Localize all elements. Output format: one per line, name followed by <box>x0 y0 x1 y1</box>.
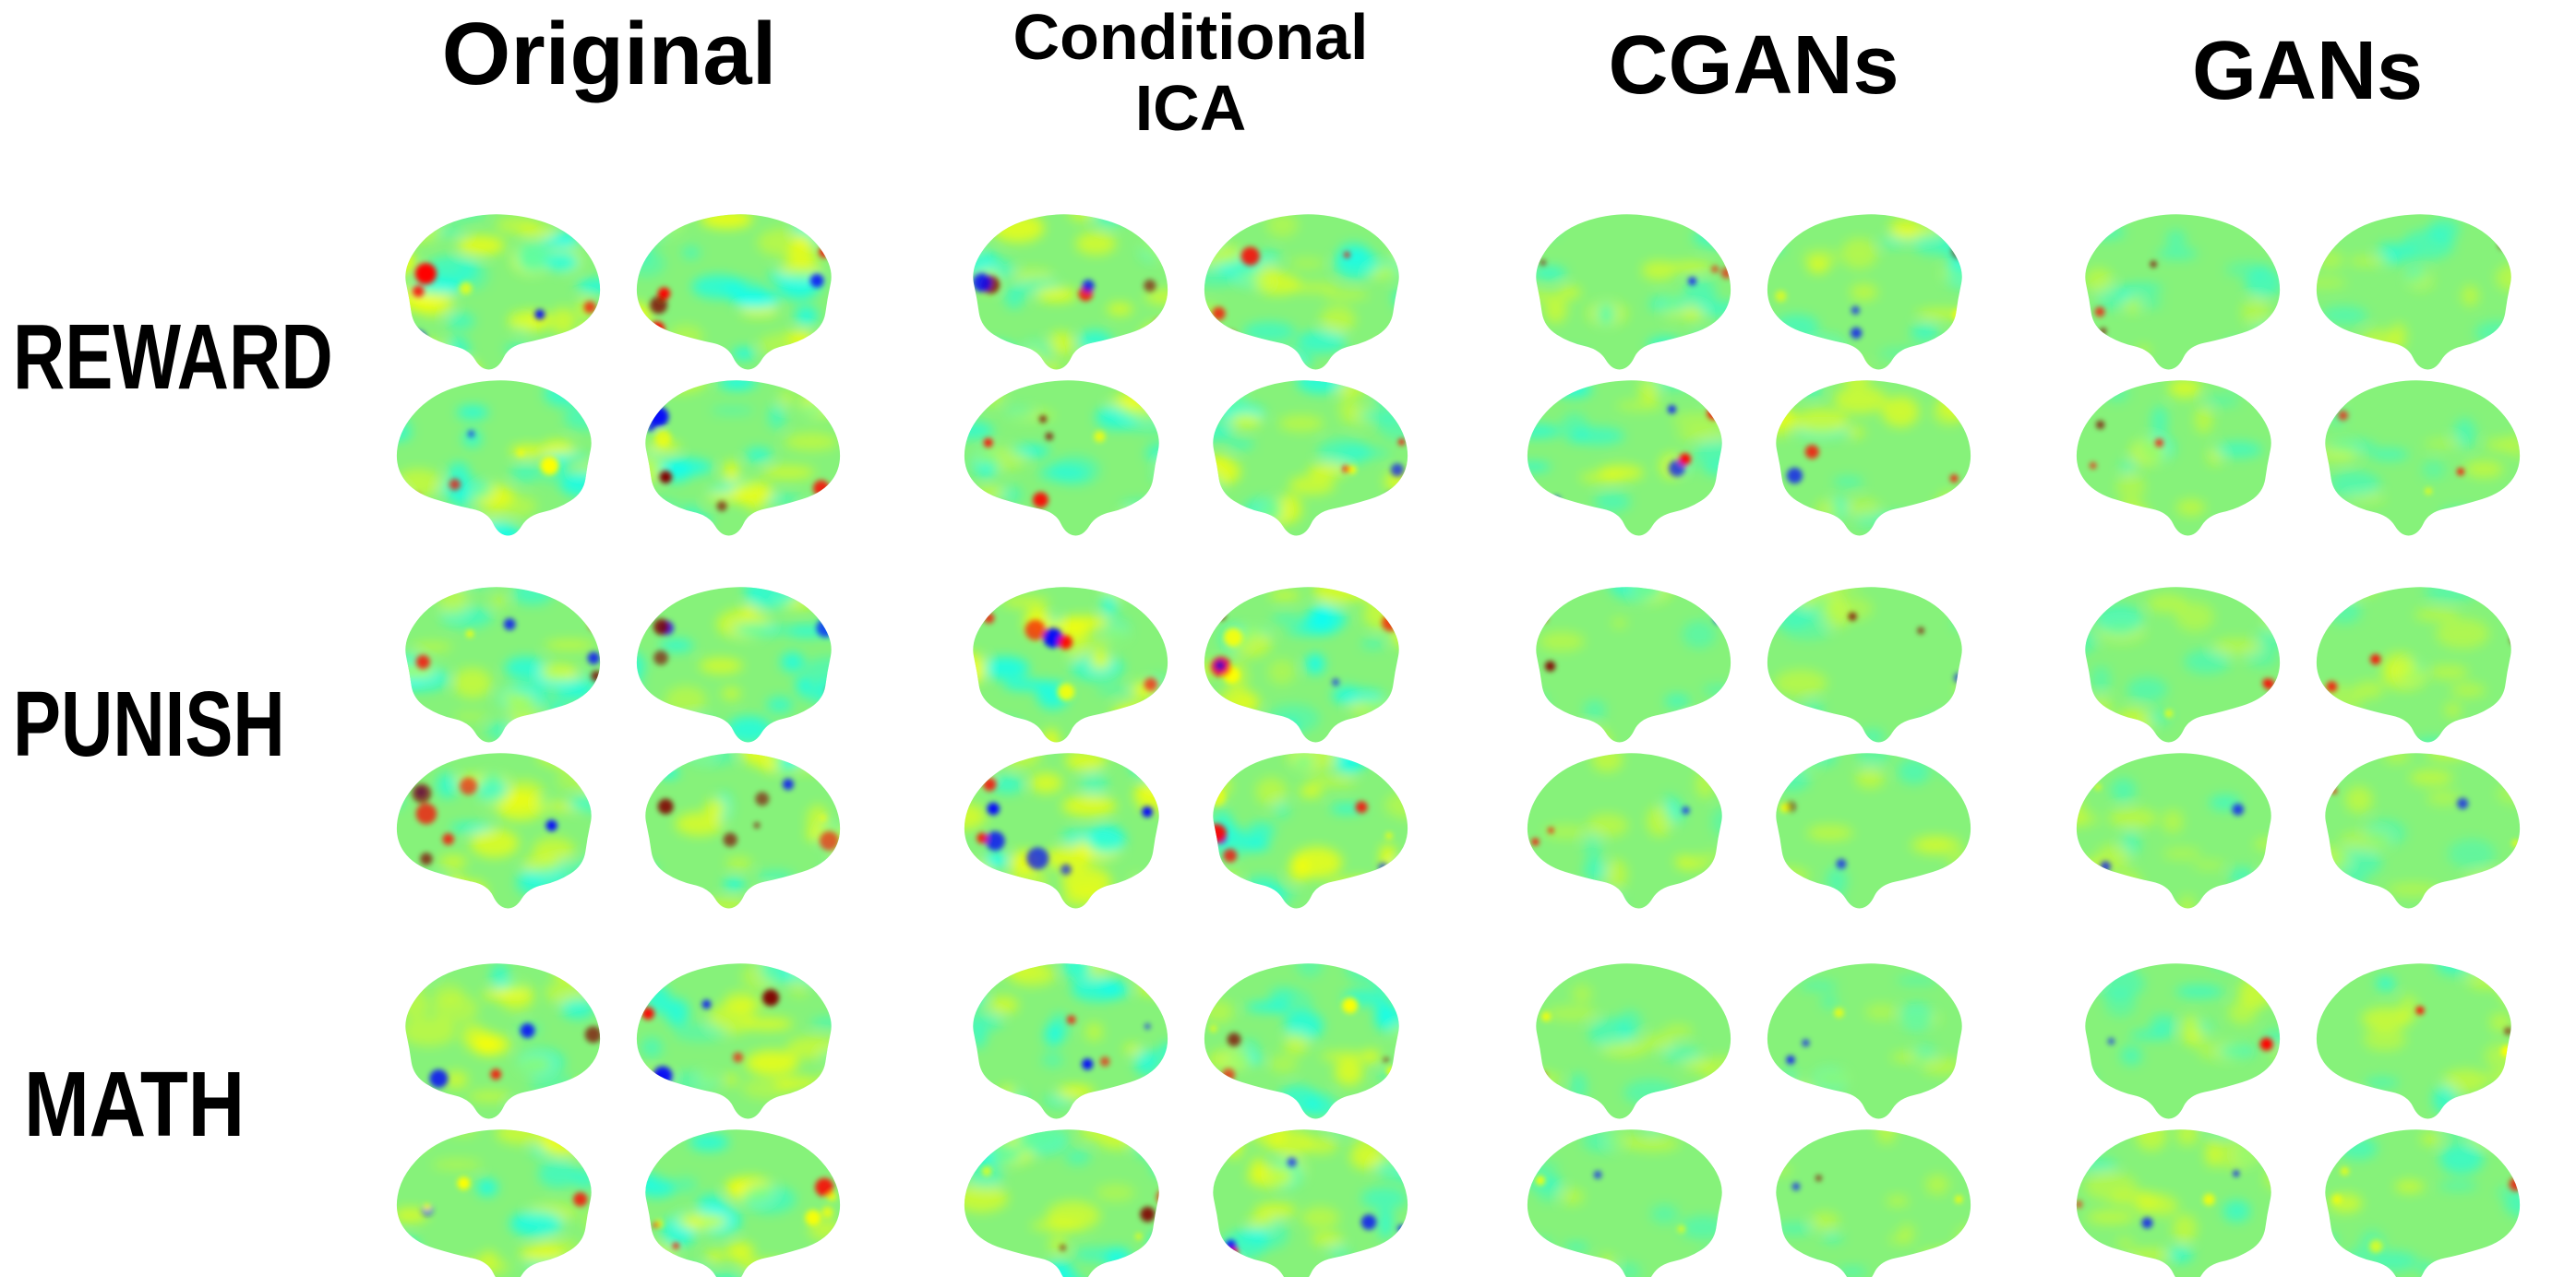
row-label-math: MATH <box>24 1053 246 1156</box>
brain-map-original-math-lateral-left <box>405 963 601 1119</box>
brain-map-original-punish-medial-left <box>396 753 592 909</box>
brain-map-cgans-math-lateral-right <box>1767 963 1962 1119</box>
brain-map-cgans-reward-lateral-right <box>1767 214 1962 370</box>
brain-map-cgans-punish-medial-right <box>1776 753 1971 909</box>
row-label-reward: REWARD <box>13 305 333 409</box>
brain-map-cgans-math-medial-right <box>1776 1129 1971 1277</box>
brain-map-conditional-ica-reward-medial-right <box>1213 380 1408 536</box>
brain-map-gans-math-lateral-right <box>2316 963 2511 1119</box>
brain-map-gans-reward-lateral-right <box>2316 214 2511 370</box>
brain-map-gans-reward-medial-left <box>2076 380 2271 536</box>
brain-map-gans-punish-lateral-right <box>2316 587 2511 743</box>
column-header-conditional-ica: Conditional ICA <box>1012 1 1369 144</box>
brain-map-cgans-math-lateral-left <box>1536 963 1731 1119</box>
brain-map-original-punish-lateral-right <box>636 587 832 743</box>
brain-map-original-reward-lateral-right <box>636 214 832 370</box>
column-header-gans: GANs <box>2191 25 2424 117</box>
brain-map-gans-punish-medial-left <box>2076 753 2271 909</box>
brain-map-gans-math-lateral-left <box>2085 963 2281 1119</box>
column-header-cgans: CGANs <box>1608 19 1899 112</box>
brain-map-gans-punish-medial-right <box>2325 753 2521 909</box>
brain-map-cgans-reward-medial-left <box>1527 380 1722 536</box>
brain-map-original-punish-lateral-left <box>405 587 601 743</box>
brain-map-cgans-reward-lateral-left <box>1536 214 1731 370</box>
brain-map-conditional-ica-math-medial-left <box>964 1129 1159 1277</box>
brain-map-conditional-ica-punish-medial-right <box>1213 753 1408 909</box>
brain-map-gans-math-medial-left <box>2076 1129 2271 1277</box>
brain-map-original-math-medial-right <box>645 1129 841 1277</box>
brain-map-conditional-ica-math-lateral-left <box>973 963 1168 1119</box>
brain-map-gans-punish-lateral-left <box>2085 587 2281 743</box>
brain-map-original-math-medial-left <box>396 1129 592 1277</box>
brain-map-cgans-punish-medial-left <box>1527 753 1722 909</box>
column-header-original: Original <box>441 5 777 103</box>
brain-map-cgans-punish-lateral-left <box>1536 587 1731 743</box>
brain-map-cgans-punish-lateral-right <box>1767 587 1962 743</box>
brain-map-conditional-ica-reward-lateral-right <box>1204 214 1399 370</box>
brain-map-conditional-ica-punish-lateral-left <box>973 587 1168 743</box>
brain-map-original-reward-medial-right <box>645 380 841 536</box>
brain-map-conditional-ica-math-lateral-right <box>1204 963 1399 1119</box>
brain-map-conditional-ica-punish-medial-left <box>964 753 1159 909</box>
brain-map-original-reward-lateral-left <box>405 214 601 370</box>
brain-map-gans-math-medial-right <box>2325 1129 2521 1277</box>
brain-map-conditional-ica-math-medial-right <box>1213 1129 1408 1277</box>
brain-map-original-math-lateral-right <box>636 963 832 1119</box>
brain-map-gans-reward-lateral-left <box>2085 214 2281 370</box>
brain-map-original-punish-medial-right <box>645 753 841 909</box>
brain-map-cgans-reward-medial-right <box>1776 380 1971 536</box>
brain-map-conditional-ica-reward-lateral-left <box>973 214 1168 370</box>
brain-map-conditional-ica-punish-lateral-right <box>1204 587 1399 743</box>
brain-map-original-reward-medial-left <box>396 380 592 536</box>
brain-map-cgans-math-medial-left <box>1527 1129 1722 1277</box>
brain-map-conditional-ica-reward-medial-left <box>964 380 1159 536</box>
brain-map-gans-reward-medial-right <box>2325 380 2521 536</box>
row-label-punish: PUNISH <box>13 673 285 776</box>
